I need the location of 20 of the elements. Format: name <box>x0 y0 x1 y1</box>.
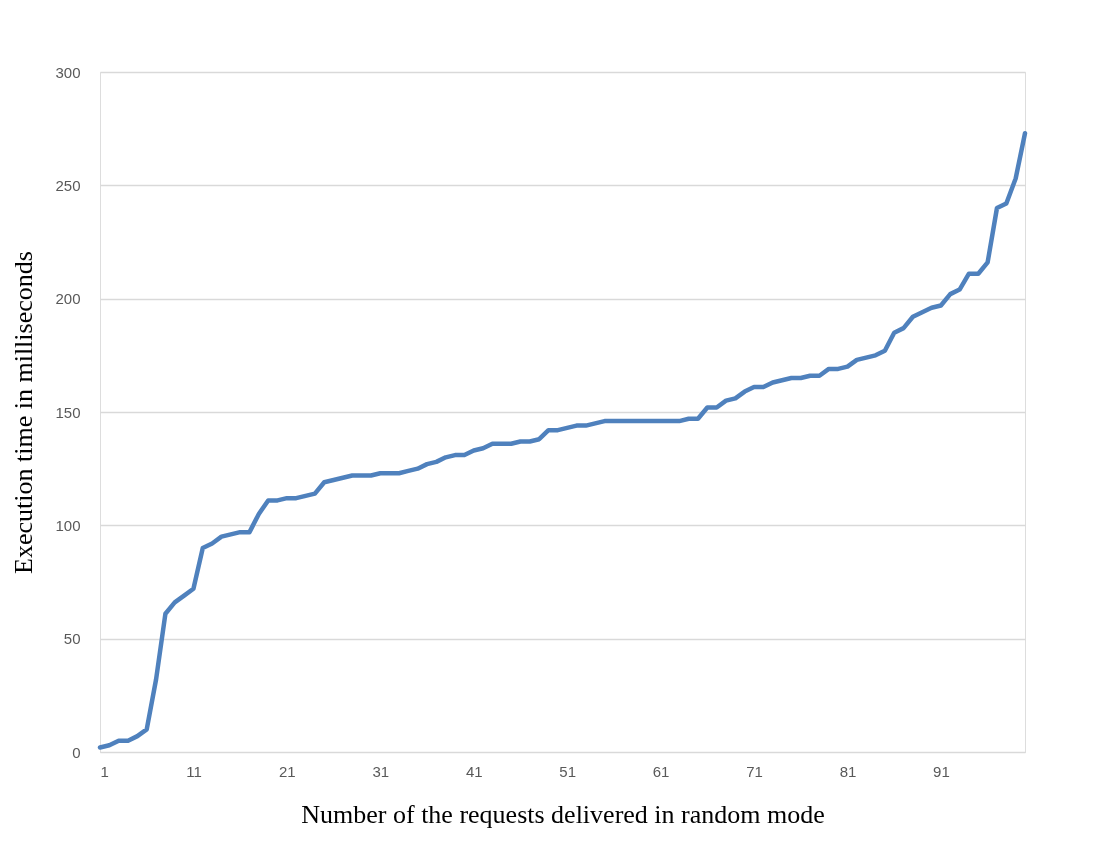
y-tick-label: 50 <box>63 630 81 648</box>
x-tick-label: 91 <box>933 762 950 780</box>
x-axis-title: Number of the requests delivered in random mode <box>301 799 825 829</box>
line-series <box>97 130 1028 750</box>
x-tick-label: 21 <box>279 762 296 780</box>
x-tick-label: 51 <box>559 762 577 780</box>
y-tick-label: 150 <box>55 403 81 421</box>
y-tick-label: 300 <box>55 63 81 81</box>
x-tick-label: 1 <box>100 762 109 780</box>
x-tick-label: 61 <box>652 762 670 780</box>
y-tick-label: 200 <box>55 290 81 308</box>
x-tick-label: 31 <box>372 762 390 780</box>
x-tick-label: 81 <box>839 762 857 780</box>
x-tick-label: 41 <box>465 762 483 780</box>
y-tick-label: 100 <box>55 516 81 534</box>
x-tick-label: 11 <box>186 762 202 780</box>
y-axis-title: Execution time in milliseconds <box>9 251 39 574</box>
x-tick-label: 71 <box>746 762 763 780</box>
y-tick-label: 0 <box>72 743 81 761</box>
y-tick-label: 250 <box>55 176 81 194</box>
